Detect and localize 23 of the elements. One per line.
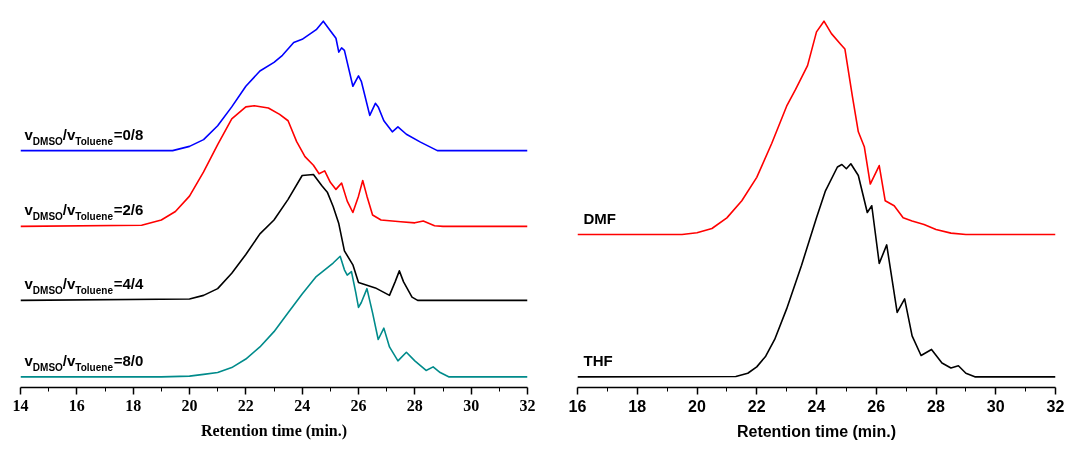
x-tick-label: 24 — [807, 397, 826, 415]
x-tick-label: 14 — [12, 396, 29, 414]
x-tick-label: 32 — [519, 396, 536, 414]
x-tick-label: 30 — [986, 397, 1005, 415]
x-tick-label: 20 — [688, 397, 706, 415]
series-label: THF — [583, 351, 613, 369]
x-tick-label: 26 — [350, 396, 367, 414]
x-tick-label: 16 — [68, 396, 85, 414]
x-axis-title: Retention time (min.) — [736, 422, 897, 440]
x-tick-label: 28 — [927, 397, 945, 415]
series-label: DMF — [583, 209, 616, 227]
x-tick-label: 28 — [406, 396, 423, 414]
x-tick-label: 22 — [237, 396, 254, 414]
x-axis-title: Retention time (min.) — [200, 421, 348, 440]
x-tick-label: 24 — [294, 396, 311, 414]
x-tick-label: 30 — [463, 396, 480, 414]
x-tick-label: 16 — [568, 397, 587, 415]
x-tick-label: 18 — [125, 396, 142, 414]
x-tick-label: 26 — [867, 397, 886, 415]
x-tick-label: 20 — [181, 396, 198, 414]
x-tick-label: 32 — [1046, 397, 1065, 415]
x-tick-label: 18 — [628, 397, 647, 415]
x-tick-label: 22 — [747, 397, 766, 415]
